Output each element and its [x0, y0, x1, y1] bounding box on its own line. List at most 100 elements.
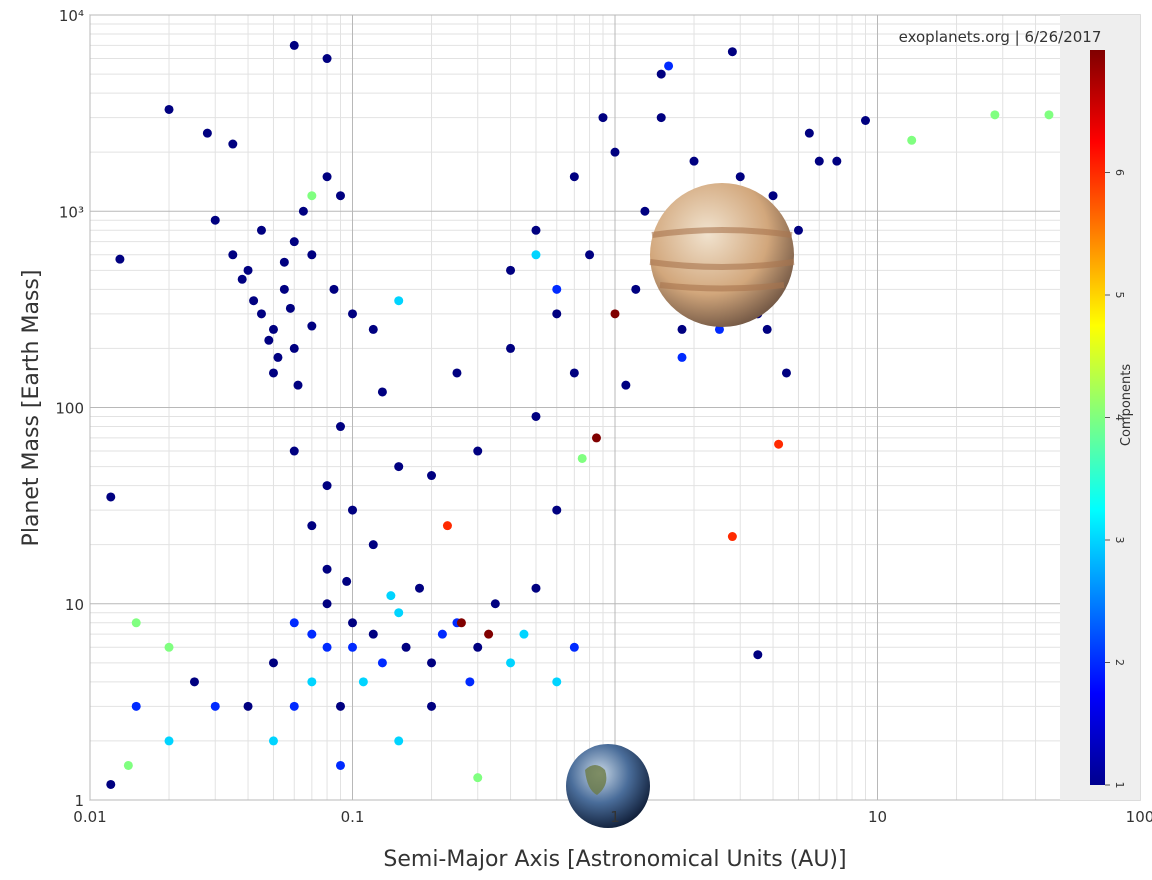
data-point [211, 216, 220, 225]
data-point [190, 677, 199, 686]
data-point [415, 584, 424, 593]
data-point [394, 296, 403, 305]
x-tick-label: 10 [868, 808, 887, 826]
colorbar-tick-label: 6 [1113, 169, 1126, 176]
data-point [506, 658, 515, 667]
data-point [585, 250, 594, 259]
data-point [336, 422, 345, 431]
data-point [249, 296, 258, 305]
data-point [203, 129, 212, 138]
data-point [290, 237, 299, 246]
y-tick-label: 100 [55, 400, 84, 418]
data-point [165, 105, 174, 114]
data-point [598, 113, 607, 122]
earth-image [566, 744, 650, 828]
data-point [427, 471, 436, 480]
data-point [592, 433, 601, 442]
colorbar-tick-label: 2 [1113, 659, 1126, 666]
data-point [323, 599, 332, 608]
data-point [257, 309, 266, 318]
data-point [506, 266, 515, 275]
data-point [115, 255, 124, 264]
data-point [438, 630, 447, 639]
data-point [531, 250, 540, 259]
data-point [329, 285, 338, 294]
data-point [753, 650, 762, 659]
data-point [369, 630, 378, 639]
data-point [286, 304, 295, 313]
data-point [769, 191, 778, 200]
data-point [531, 584, 540, 593]
data-point [273, 353, 282, 362]
x-axis-title: Semi-Major Axis [Astronomical Units (AU)… [383, 847, 846, 872]
data-point [570, 172, 579, 181]
colorbar-tick-label: 1 [1113, 782, 1126, 789]
data-point [294, 381, 303, 390]
data-point [307, 191, 316, 200]
data-point [805, 129, 814, 138]
data-point [323, 565, 332, 574]
data-point [452, 368, 461, 377]
data-point [473, 643, 482, 652]
colorbar-tick-label: 4 [1113, 414, 1126, 421]
data-point [244, 702, 253, 711]
y-tick-label: 1 [74, 792, 84, 810]
data-point [427, 658, 436, 667]
data-point [394, 462, 403, 471]
data-point [369, 540, 378, 549]
data-point [736, 172, 745, 181]
data-point [506, 344, 515, 353]
data-point [552, 309, 561, 318]
data-point [280, 285, 289, 294]
colorbar-tick-label: 3 [1113, 537, 1126, 544]
data-point [336, 191, 345, 200]
colorbar-tick-label: 5 [1113, 292, 1126, 299]
data-point [815, 157, 824, 166]
data-point [678, 353, 687, 362]
data-point [678, 325, 687, 334]
data-point [531, 226, 540, 235]
data-point [348, 618, 357, 627]
data-point [664, 61, 673, 70]
data-point [290, 41, 299, 50]
data-point [307, 322, 316, 331]
data-point [861, 116, 870, 125]
data-point [728, 532, 737, 541]
data-point [124, 761, 133, 770]
data-point [106, 492, 115, 501]
data-point [728, 47, 737, 56]
y-tick-label: 10³ [59, 203, 84, 221]
data-point [690, 157, 699, 166]
x-tick-label: 0.1 [341, 808, 365, 826]
y-tick-label: 10⁴ [59, 7, 84, 25]
data-point [323, 172, 332, 181]
data-point [519, 630, 528, 639]
y-axis-title: Planet Mass [Earth Mass] [19, 270, 44, 547]
data-point [1044, 110, 1053, 119]
data-point [570, 368, 579, 377]
data-point [228, 140, 237, 149]
data-point [165, 643, 174, 652]
data-point [473, 773, 482, 782]
data-point [132, 618, 141, 627]
data-point [323, 54, 332, 63]
data-point [269, 325, 278, 334]
data-point [264, 336, 273, 345]
data-point [552, 677, 561, 686]
data-point [457, 618, 466, 627]
data-point [290, 618, 299, 627]
data-point [106, 780, 115, 789]
data-point [228, 250, 237, 259]
data-point [552, 285, 561, 294]
y-tick-label: 10 [65, 596, 84, 614]
data-point [165, 736, 174, 745]
data-point [402, 643, 411, 652]
data-point [269, 658, 278, 667]
data-point [269, 368, 278, 377]
x-tick-label: 0.01 [73, 808, 106, 826]
data-point [132, 702, 141, 711]
data-point [348, 506, 357, 515]
data-point [290, 447, 299, 456]
data-point [484, 630, 493, 639]
data-point [657, 70, 666, 79]
